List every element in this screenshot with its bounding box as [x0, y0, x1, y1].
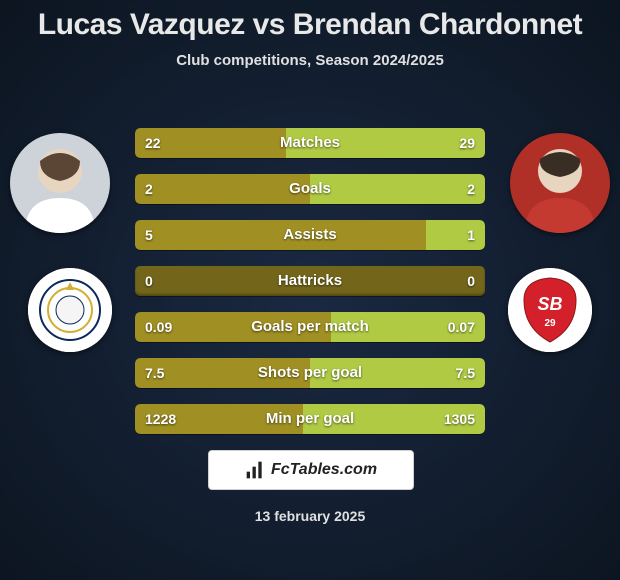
stat-row: 0.090.07Goals per match [135, 312, 485, 342]
club-right-badge: SB 29 [508, 268, 592, 352]
stat-row: 22Goals [135, 174, 485, 204]
stat-row: 00Hattricks [135, 266, 485, 296]
subtitle: Club competitions, Season 2024/2025 [0, 52, 620, 69]
stat-row: 51Assists [135, 220, 485, 250]
stat-row: 7.57.5Shots per goal [135, 358, 485, 388]
stat-row: 2229Matches [135, 128, 485, 158]
page-title: Lucas Vazquez vs Brendan Chardonnet [0, 8, 620, 42]
stat-row: 12281305Min per goal [135, 404, 485, 434]
player-left-avatar [10, 133, 110, 233]
stat-label: Min per goal [135, 404, 485, 434]
stat-label: Goals [135, 174, 485, 204]
person-icon [10, 133, 110, 233]
stat-label: Matches [135, 128, 485, 158]
svg-text:29: 29 [544, 318, 556, 329]
player-right-avatar [510, 133, 610, 233]
stats-table: 2229Matches 22Goals 51Assists 00Hattricks 0.… [135, 128, 485, 450]
club-crest-icon: SB 29 [508, 268, 592, 352]
chart-icon [245, 460, 265, 480]
fctables-logo: FcTables.com [208, 450, 414, 490]
svg-text:SB: SB [537, 294, 562, 314]
club-left-badge [28, 268, 112, 352]
stat-label: Shots per goal [135, 358, 485, 388]
stat-label: Assists [135, 220, 485, 250]
date-label: 13 february 2025 [0, 508, 620, 524]
stat-label: Hattricks [135, 266, 485, 296]
person-icon [510, 133, 610, 233]
stat-label: Goals per match [135, 312, 485, 342]
club-crest-icon [28, 268, 112, 352]
logo-text: FcTables.com [271, 461, 377, 479]
